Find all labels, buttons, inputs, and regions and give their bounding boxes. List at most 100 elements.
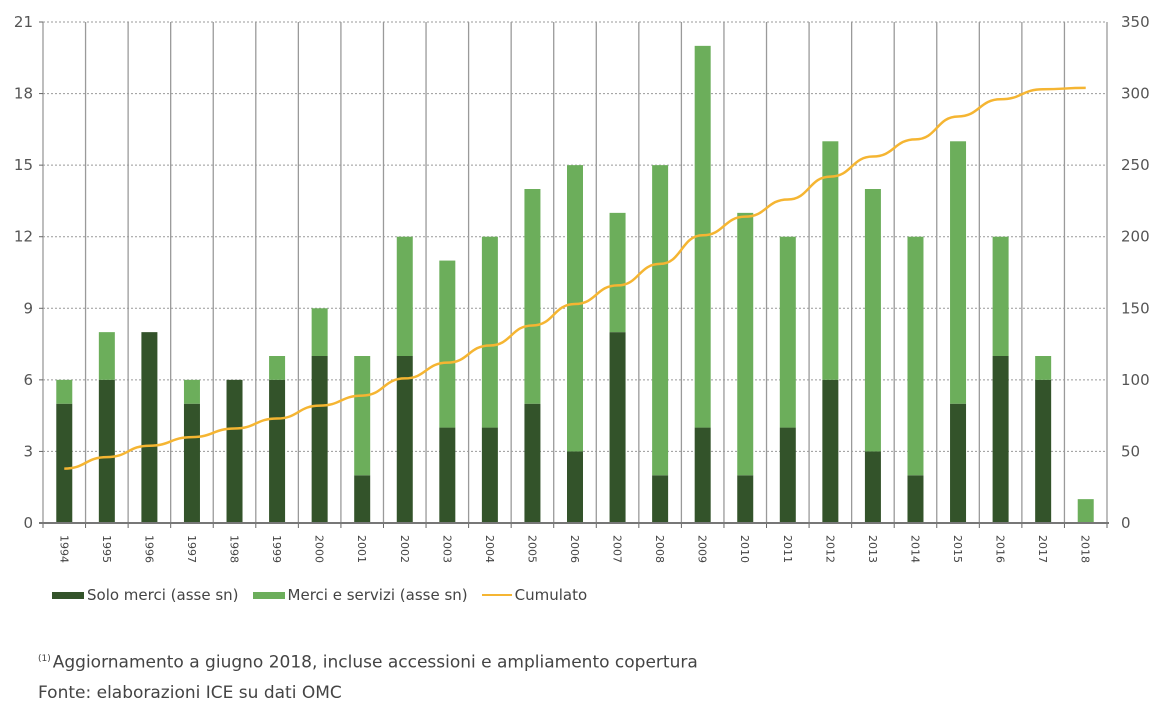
x-tick-label: 2002 — [398, 535, 411, 563]
right-tick-label: 100 — [1121, 371, 1150, 389]
bar-solo-merci — [609, 332, 626, 523]
bar-solo-merci — [652, 475, 669, 523]
left-tick-label: 21 — [14, 13, 33, 31]
x-tick-label: 2011 — [781, 535, 794, 563]
bar-merci-servizi — [269, 356, 286, 380]
chart: 0 3 6 9 12 15 18 21 0 50 100 150 200 250 300 350 1994 199… — [14, 13, 1150, 563]
legend-swatch-cumulato — [481, 594, 512, 596]
bar-solo-merci — [694, 427, 711, 523]
x-tick-label: 2010 — [738, 535, 751, 563]
x-tick-label: 2013 — [866, 535, 879, 563]
x-tick-label: 2005 — [525, 535, 538, 563]
legend: Solo merci (asse sn) Merci e servizi (as… — [52, 586, 601, 604]
legend-item-merci-servizi: Merci e servizi (asse sn) — [252, 586, 468, 604]
bar-merci-servizi — [481, 236, 498, 428]
bars — [56, 45, 1094, 523]
footnote-text: Aggiornamento a giugno 2018, incluse acc… — [52, 652, 698, 673]
x-tick-label: 1999 — [270, 535, 283, 563]
bar-solo-merci — [992, 356, 1009, 523]
x-tick-label: 2018 — [1079, 535, 1092, 563]
bar-merci-servizi — [183, 379, 200, 404]
left-tick-label: 0 — [23, 514, 33, 532]
left-tick-label: 15 — [14, 156, 33, 174]
axes: 0 3 6 9 12 15 18 21 0 50 100 150 200 250 300 350 1994 199… — [14, 13, 1150, 563]
legend-label-solo-merci: Solo merci (asse sn) — [87, 586, 239, 604]
bar-merci-servizi — [396, 236, 413, 356]
bar-solo-merci — [567, 451, 583, 523]
x-tick-label: 2006 — [568, 535, 581, 563]
bar-solo-merci — [98, 379, 115, 523]
bar-merci-servizi — [950, 141, 967, 404]
bar-merci-servizi — [609, 212, 626, 333]
x-tick-label: 2004 — [483, 535, 496, 563]
x-tick-label: 1998 — [228, 535, 241, 563]
x-tick-label: 1995 — [100, 535, 113, 563]
bar-merci-servizi — [1077, 499, 1094, 523]
bar-merci-servizi — [354, 356, 371, 476]
bar-merci-servizi — [1035, 356, 1052, 380]
notes: (1) Aggiornamento a giugno 2018, incluse … — [38, 644, 698, 708]
bar-solo-merci — [822, 379, 839, 523]
bar-merci-servizi — [311, 308, 328, 356]
bar-solo-merci — [226, 379, 243, 523]
legend-swatch-merci-servizi — [252, 591, 285, 599]
bar-solo-merci — [56, 403, 73, 523]
footnote-mark: (1) — [38, 654, 51, 664]
cumulative-line-group — [64, 86, 1086, 470]
bar-merci-servizi — [737, 212, 754, 476]
bar-solo-merci — [524, 403, 541, 523]
left-tick-label: 3 — [23, 442, 33, 460]
bar-solo-merci — [737, 475, 754, 523]
x-tick-label: 2015 — [951, 535, 964, 563]
right-tick-label: 150 — [1121, 299, 1150, 317]
left-tick-label: 12 — [14, 228, 33, 246]
legend-item-solo-merci: Solo merci (asse sn) — [52, 586, 239, 604]
x-tick-label: 2014 — [908, 535, 921, 563]
right-tick-label: 300 — [1121, 85, 1150, 103]
x-tick-label: 2003 — [440, 535, 453, 563]
bar-merci-servizi — [98, 332, 115, 380]
left-tick-label: 6 — [23, 371, 33, 389]
bar-merci-servizi — [907, 236, 924, 476]
bar-merci-servizi — [992, 236, 1009, 356]
bar-solo-merci — [311, 356, 328, 523]
bar-merci-servizi — [56, 379, 73, 404]
bar-solo-merci — [864, 451, 881, 523]
legend-swatch-solo-merci — [52, 591, 84, 599]
bar-merci-servizi — [652, 165, 669, 476]
x-tick-label: 1997 — [185, 535, 198, 563]
bar-solo-merci — [396, 356, 413, 523]
bar-solo-merci — [183, 403, 200, 523]
x-tick-label: 2008 — [653, 535, 666, 563]
x-tick-label: 2009 — [696, 535, 709, 563]
right-tick-label: 350 — [1121, 13, 1150, 31]
x-tick-label: 2016 — [994, 535, 1007, 563]
bar-merci-servizi — [694, 45, 711, 428]
bar-merci-servizi — [822, 141, 839, 380]
bar-merci-servizi — [439, 260, 456, 428]
right-tick-label: 0 — [1121, 514, 1131, 532]
footnote: (1) Aggiornamento a giugno 2018, incluse … — [38, 644, 698, 678]
bar-solo-merci — [439, 427, 456, 523]
x-tick-label: 2001 — [355, 535, 368, 563]
bar-solo-merci — [481, 427, 498, 523]
bar-solo-merci — [950, 403, 967, 523]
legend-label-merci-servizi: Merci e servizi (asse sn) — [287, 586, 468, 604]
x-tick-label: 1996 — [142, 535, 155, 563]
bar-solo-merci — [907, 475, 924, 523]
x-tick-label: 1994 — [57, 535, 70, 563]
bar-solo-merci — [779, 427, 796, 523]
bar-solo-merci — [269, 379, 286, 523]
left-tick-label: 9 — [23, 299, 33, 317]
legend-label-cumulato: Cumulato — [514, 586, 588, 604]
legend-item-cumulato: Cumulato — [481, 586, 588, 604]
left-tick-label: 18 — [14, 85, 33, 103]
bar-merci-servizi — [779, 236, 796, 428]
bar-merci-servizi — [864, 189, 881, 452]
source-note: Fonte: elaborazioni ICE su dati OMC — [38, 682, 342, 703]
bar-solo-merci — [141, 332, 158, 523]
right-tick-label: 200 — [1121, 228, 1150, 246]
right-tick-label: 250 — [1121, 156, 1150, 174]
right-tick-label: 50 — [1121, 442, 1140, 460]
x-tick-label: 2007 — [611, 535, 624, 563]
